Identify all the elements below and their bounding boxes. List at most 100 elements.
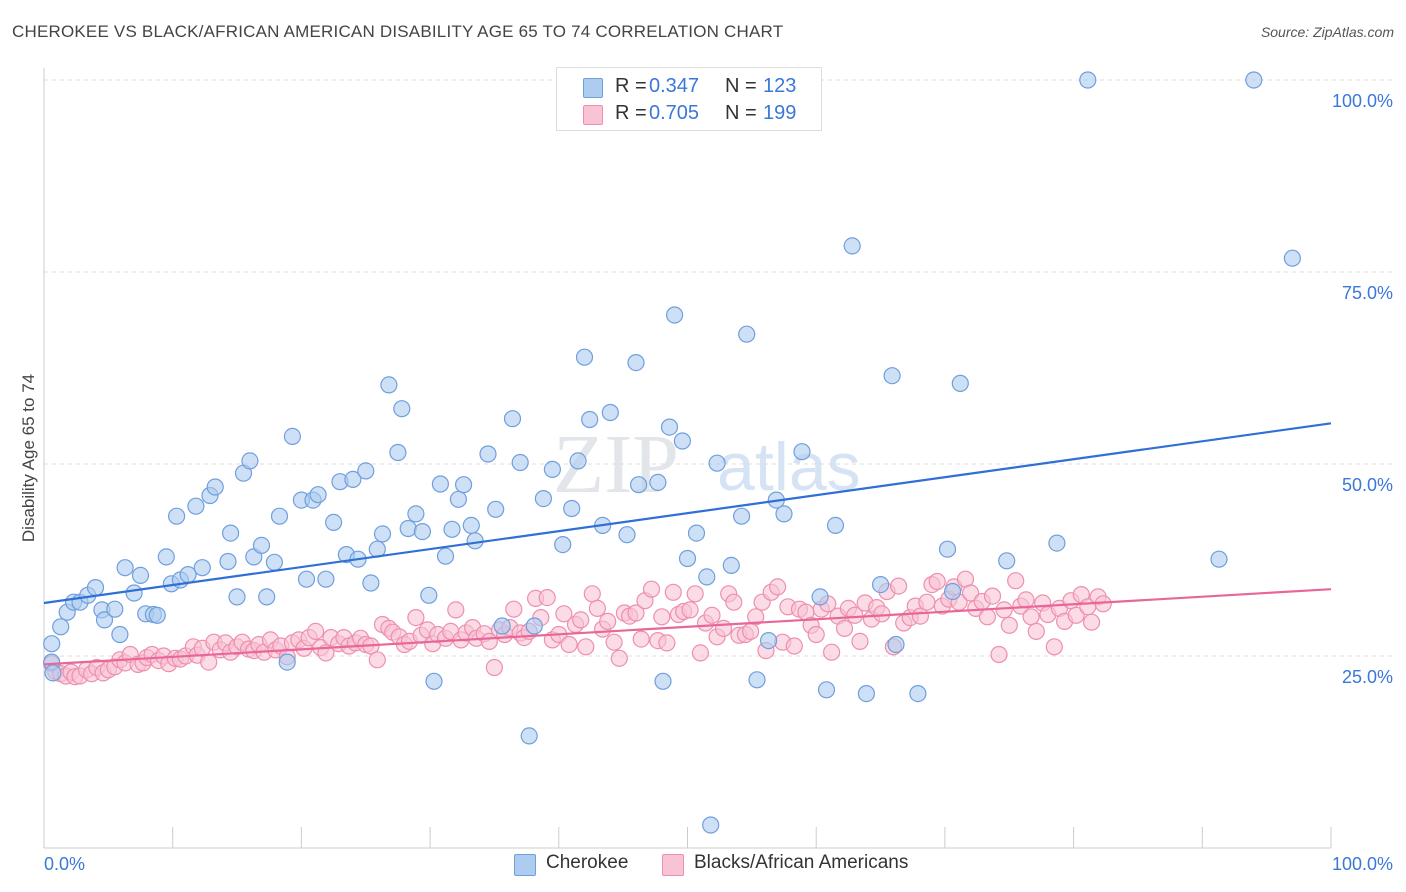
legend-r-value: 0.705 [649, 102, 700, 124]
data-point-blacks [200, 653, 218, 671]
data-point-cherokee [793, 443, 811, 461]
data-point-cherokee [222, 524, 240, 542]
legend-row-blacks: R = 0.705 N = 199 [557, 100, 821, 128]
data-point-blacks [627, 604, 645, 622]
data-point-cherokee [525, 617, 543, 635]
data-point-cherokee [722, 556, 740, 575]
data-point-cherokee [455, 476, 473, 494]
data-point-cherokee [660, 418, 679, 436]
data-point-cherokee [228, 588, 246, 606]
x-ticks [43, 827, 1332, 848]
legend-r-value: 0.347 [649, 75, 700, 97]
data-point-blacks [851, 632, 869, 651]
data-point-cherokee [1245, 71, 1263, 89]
data-point-blacks [642, 580, 661, 598]
data-point-cherokee [738, 325, 756, 343]
data-point-cherokee [157, 548, 175, 566]
data-point-cherokee [543, 460, 562, 478]
bottom-legend-label: Cherokee [546, 852, 629, 873]
data-point-cherokee [998, 552, 1016, 570]
data-point-cherokee [466, 532, 484, 550]
data-point-cherokee [487, 500, 505, 518]
data-point-cherokee [493, 617, 511, 635]
data-point-blacks [725, 593, 743, 611]
data-point-blacks [686, 585, 704, 603]
correlation-legend: R = 0.347 N = 123 R = 0.705 N = 199 [556, 67, 822, 131]
data-point-blacks [681, 601, 699, 619]
data-point-cherokee [252, 536, 271, 555]
data-point-cherokee [702, 816, 720, 834]
data-point-cherokee [826, 516, 845, 535]
y-tick-label: 50.0% [1342, 475, 1393, 495]
bottom-swatch-pink [662, 854, 684, 876]
data-point-cherokee [413, 522, 431, 541]
data-point-cherokee [569, 452, 587, 470]
trend-line-cherokee [43, 422, 1332, 605]
data-point-cherokee [654, 672, 672, 690]
legend-n-label: N = [725, 75, 757, 97]
data-point-cherokee [511, 453, 529, 472]
data-point-blacks [918, 593, 936, 611]
data-point-blacks [599, 612, 617, 631]
data-point-blacks [505, 600, 523, 618]
data-point-blacks [653, 608, 671, 626]
data-point-cherokee [399, 519, 417, 538]
data-point-blacks [747, 608, 765, 626]
data-point-blacks [632, 630, 650, 648]
data-point-cherokee [393, 400, 411, 418]
data-point-cherokee [258, 588, 276, 606]
data-point-cherokee [420, 586, 438, 604]
data-point-blacks [822, 643, 841, 661]
data-point-cherokee [362, 574, 380, 592]
data-point-blacks [703, 606, 721, 624]
data-point-cherokee [206, 478, 224, 496]
data-point-blacks [577, 638, 595, 656]
data-point-cherokee [627, 354, 645, 372]
gridlines [44, 79, 1392, 657]
data-point-blacks [583, 585, 601, 603]
data-point-blacks [1000, 616, 1018, 634]
data-point-cherokee [425, 672, 443, 690]
data-point-blacks [990, 645, 1008, 664]
data-point-cherokee [95, 611, 114, 629]
data-point-cherokee [673, 432, 692, 450]
data-point-cherokee [431, 475, 449, 493]
data-point-blacks [741, 622, 760, 641]
data-point-cherokee [283, 427, 301, 445]
data-point-blacks [1007, 572, 1025, 590]
data-point-blacks [1017, 591, 1035, 609]
data-point-cherokee [1210, 550, 1228, 568]
data-point-cherokee [43, 635, 61, 653]
data-point-blacks [1067, 606, 1085, 624]
data-point-cherokee [698, 568, 716, 586]
data-point-cherokee [106, 600, 124, 618]
data-point-cherokee [344, 470, 362, 488]
data-point-cherokee [125, 584, 143, 602]
legend-swatch-blue [583, 78, 603, 98]
legend-n-label: N = [725, 102, 757, 124]
data-point-blacks [1027, 622, 1045, 641]
data-point-cherokee [373, 525, 392, 543]
data-point-cherokee [462, 516, 480, 535]
data-point-cherokee [575, 348, 594, 366]
data-point-cherokee [503, 410, 522, 428]
data-point-blacks [768, 578, 787, 596]
axes [43, 68, 1331, 849]
data-point-cherokee [871, 575, 890, 594]
data-point-cherokee [618, 526, 636, 544]
chart-title: CHEROKEE VS BLACK/AFRICAN AMERICAN DISAB… [12, 22, 784, 41]
data-point-blacks [605, 633, 623, 651]
data-point-cherokee [520, 727, 538, 745]
data-point-cherokee [219, 552, 237, 571]
data-point-cherokee [436, 547, 455, 565]
data-point-blacks [846, 606, 864, 624]
data-point-cherokee [665, 306, 684, 324]
data-point-cherokee [887, 635, 905, 654]
data-point-blacks [978, 608, 997, 626]
y-tick-label: 100.0% [1332, 91, 1393, 111]
data-point-cherokee [325, 513, 343, 532]
series-cherokee [43, 71, 1302, 834]
data-point-cherokee [732, 507, 751, 525]
data-point-cherokee [629, 476, 648, 494]
data-point-blacks [307, 622, 325, 641]
